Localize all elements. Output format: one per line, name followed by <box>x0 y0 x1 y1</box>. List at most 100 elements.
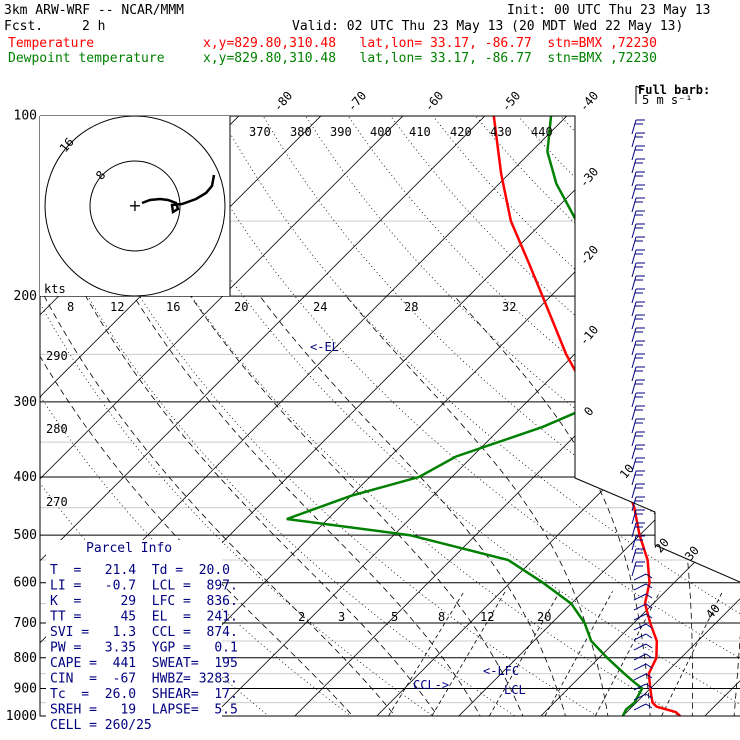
isotherm <box>40 116 486 716</box>
pressure-label: 1000 <box>6 709 37 724</box>
mixing-ratio-label: 3 <box>338 610 345 624</box>
theta-label: 380 <box>290 125 312 139</box>
isotherm <box>294 116 740 716</box>
wind-barb <box>631 483 637 499</box>
hodograph-trace <box>141 174 216 215</box>
dry-adiabat <box>474 116 740 716</box>
wind-barb <box>633 673 647 681</box>
parcel-info-row: TT = 45 EL = 241. <box>50 610 238 625</box>
dry-adiabat <box>602 116 740 716</box>
wind-barb-flag <box>645 623 653 629</box>
isotherm <box>458 116 740 716</box>
pressure-label: 600 <box>14 576 37 591</box>
pressure-label: 100 <box>14 108 37 123</box>
mixing-ratio-label: 20 <box>537 610 551 624</box>
full-barb-legend: Full barb: 5 m s⁻¹ <box>635 83 710 107</box>
dewpoint-label: Dewpoint temperature <box>8 51 165 66</box>
parcel-info-row: K = 29 LFC = 836. <box>50 594 238 609</box>
wind-barb <box>631 158 637 174</box>
wind-barb <box>633 663 647 671</box>
moist-adiabat <box>190 295 529 716</box>
theta-label: 390 <box>330 125 352 139</box>
dry-adiabat <box>347 116 740 716</box>
parcel-info-row: LI = -0.7 LCL = 897. <box>50 579 238 594</box>
wind-barb <box>631 496 637 512</box>
mixing-ratio-line <box>544 591 613 716</box>
pressure-label: 900 <box>14 682 37 697</box>
mixing-ratio-label: 12 <box>480 610 494 624</box>
isotherm-label: -50 <box>499 89 524 115</box>
wind-barb <box>633 703 647 711</box>
dry-adiabat <box>729 116 740 716</box>
wind-barb-flag <box>645 593 653 599</box>
isotherm <box>40 116 404 716</box>
wind-barb <box>633 643 647 651</box>
wind-barb <box>631 262 637 278</box>
wind-barb <box>631 444 637 460</box>
speed-label: 20 <box>234 300 248 314</box>
dry-adiabat <box>219 116 740 716</box>
sounding-profiles <box>286 116 682 716</box>
isotherm-label: -60 <box>422 89 447 115</box>
moist-adiabat <box>85 295 447 716</box>
mixing-ratio-line <box>431 591 506 716</box>
wind-barb <box>631 249 637 265</box>
wind-barb <box>633 613 647 621</box>
pressure-label: 400 <box>14 470 37 485</box>
dry-adiabat <box>40 116 452 716</box>
pressure-label: 300 <box>14 395 37 410</box>
theta-label: 440 <box>531 125 553 139</box>
dry-adiabat <box>304 116 740 716</box>
wind-barb <box>631 275 637 291</box>
hodograph: 16 8 + kts <box>40 115 231 297</box>
wind-barb-flag <box>645 613 653 619</box>
mixing-ratio-label: 5 <box>391 610 398 624</box>
speed-label: 24 <box>313 300 327 314</box>
wind-barb <box>633 603 647 611</box>
wind-barb <box>631 210 637 226</box>
wind-barb <box>631 132 637 148</box>
wind-barbs <box>631 119 653 711</box>
dry-adiabat <box>686 116 740 716</box>
wind-barb <box>633 653 647 661</box>
lcl-annotation: LCL <box>504 683 526 697</box>
fcst-value: 2 h <box>82 19 105 34</box>
theta-label: 270 <box>46 495 68 509</box>
moist-adiabat <box>259 295 570 716</box>
theta-label: 400 <box>370 125 392 139</box>
isotherm <box>540 116 740 716</box>
isotherm-label: -40 <box>577 89 602 115</box>
wind-barb <box>633 683 647 691</box>
theta-label: 410 <box>409 125 431 139</box>
hodograph-kts-label: kts <box>44 282 66 296</box>
wind-barb-flag <box>645 683 653 689</box>
parcel-info-title: Parcel Info <box>86 541 172 556</box>
parcel-info-row: PW = 3.35 YGP = 0.1 <box>50 641 238 656</box>
ccl-annotation: CCL-> <box>413 678 449 692</box>
wind-barb-flag <box>645 653 653 659</box>
fcst-label: Fcst. <box>4 19 43 34</box>
temperature-location: x,y=829.80,310.48 lat,lon= 33.17, -86.77… <box>203 36 657 51</box>
isotherm-label: -20 <box>577 243 602 269</box>
speed-label: 12 <box>110 300 124 314</box>
wind-barb <box>631 197 637 213</box>
valid-time: Valid: 02 UTC Thu 23 May 13 (20 MDT Wed … <box>292 19 683 34</box>
hodograph-ring <box>89 160 181 252</box>
wind-barb <box>633 693 647 701</box>
wind-barb <box>631 561 637 577</box>
mixing-ratio-label: 8 <box>438 610 445 624</box>
wind-barb <box>631 405 637 421</box>
moist-adiabat <box>43 295 406 716</box>
isotherm-label: 0 <box>581 404 596 419</box>
isotherm <box>704 116 740 716</box>
wind-barb <box>631 392 637 408</box>
wind-barb-flag <box>645 583 653 589</box>
mixing-ratio-line <box>661 591 723 716</box>
wind-barb-flag <box>645 573 653 579</box>
wind-barb <box>633 633 647 641</box>
parcel-info: Parcel Info T = 21.4 Td = 20.0LI = -0.7 … <box>46 540 238 733</box>
moist-adiabat <box>133 295 488 716</box>
pressure-label: 800 <box>14 651 37 666</box>
